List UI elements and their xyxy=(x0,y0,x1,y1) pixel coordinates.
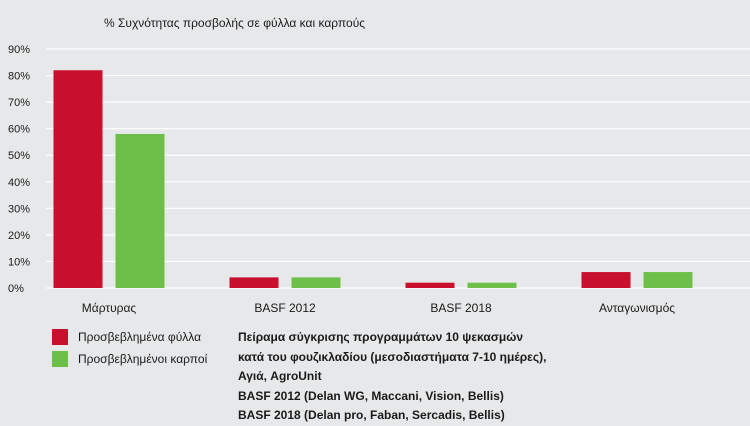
x-tick-label: Μάρτυρας xyxy=(82,301,137,315)
note-line: Πείραμα σύγκρισης προγραμμάτων 10 ψεκασμ… xyxy=(238,330,524,344)
legend-item-leaves: Προσβεβλημένα φύλλα xyxy=(52,326,207,348)
note-line: Αγιά, AgroUnit xyxy=(238,369,322,383)
legend: Προσβεβλημένα φύλλα Προσβεβλημένοι καρπο… xyxy=(52,326,207,370)
x-tick-label: BASF 2012 xyxy=(254,301,316,315)
bar-fruits xyxy=(115,133,165,288)
legend-label-fruits: Προσβεβλημένοι καρποί xyxy=(78,352,208,366)
experiment-notes: Πείραμα σύγκρισης προγραμμάτων 10 ψεκασμ… xyxy=(238,328,546,426)
chart-title: % Συχνότητας προσβολής σε φύλλα και καρπ… xyxy=(104,16,366,30)
y-tick-label: 10% xyxy=(8,256,30,268)
y-tick-label: 90% xyxy=(8,44,30,56)
y-tick-label: 50% xyxy=(8,150,30,162)
bar-leaves xyxy=(53,70,103,288)
y-tick-label: 70% xyxy=(8,97,30,109)
bars xyxy=(53,70,693,288)
x-axis-ticks: Μάρτυρας BASF 2012 BASF 2018 Ανταγωνισμός xyxy=(82,301,675,315)
note-line: BASF 2012 (Delan WG, Maccani, Vision, Be… xyxy=(238,388,504,403)
bar-fruits xyxy=(643,272,693,288)
y-tick-label: 20% xyxy=(8,230,30,242)
bar-leaves xyxy=(581,272,631,288)
y-tick-label: 60% xyxy=(8,124,30,136)
x-tick-label: Ανταγωνισμός xyxy=(599,301,675,315)
note-line: κατά του φουζικλαδίου (μεσοδιαστήματα 7-… xyxy=(238,349,547,364)
y-tick-label: 30% xyxy=(8,203,30,215)
y-tick-label: 40% xyxy=(8,177,30,189)
legend-label-leaves: Προσβεβλημένα φύλλα xyxy=(78,330,202,344)
y-tick-label: 80% xyxy=(8,71,30,83)
bar-fruits xyxy=(291,277,341,288)
legend-item-fruits: Προσβεβλημένοι καρποί xyxy=(52,348,207,370)
y-tick-label: 0% xyxy=(8,283,24,295)
legend-swatch-fruits xyxy=(52,351,68,367)
bar-leaves xyxy=(229,277,279,288)
bar-fruits xyxy=(467,282,517,288)
legend-swatch-leaves xyxy=(52,329,68,345)
note-line: BASF 2018 (Delan pro, Faban, Sercadis, B… xyxy=(238,408,505,422)
y-axis-ticks: 0% 10% 20% 30% 40% 50% 60% 70% 80% 90% xyxy=(8,44,30,295)
bar-leaves xyxy=(405,282,455,288)
x-tick-label: BASF 2018 xyxy=(430,301,492,315)
